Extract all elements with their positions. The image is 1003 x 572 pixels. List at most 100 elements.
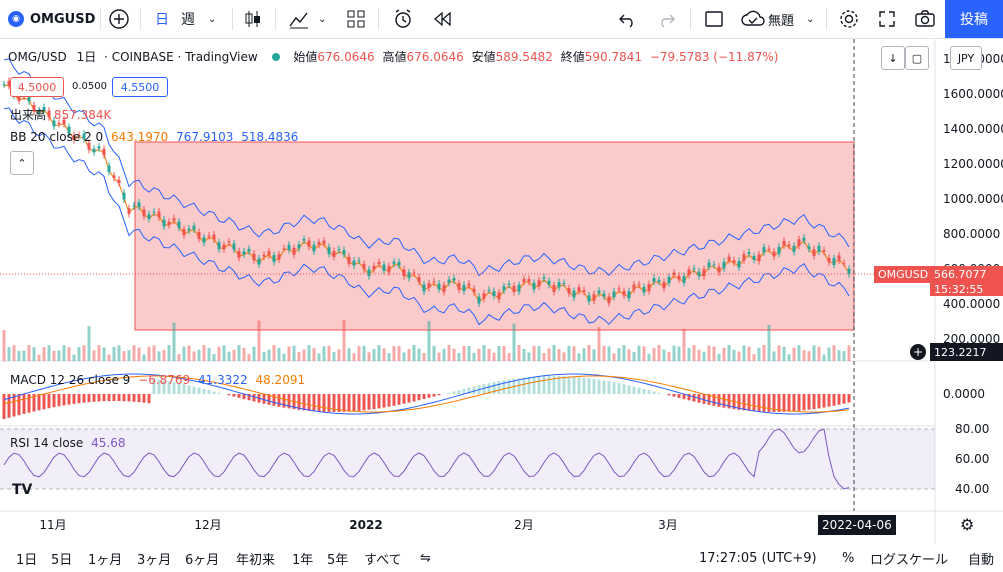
candle (587, 295, 591, 302)
maximize-pane-button[interactable]: ▢ (905, 46, 929, 70)
layout-button[interactable] (346, 0, 366, 38)
currency-select[interactable]: JPY (950, 46, 982, 70)
range-3m[interactable]: 3ヶ月 (137, 552, 172, 568)
interval-week-button[interactable]: 週 (181, 0, 195, 38)
candle (487, 289, 491, 291)
range-all[interactable]: すべて (364, 552, 402, 568)
volume-bar (142, 354, 146, 361)
undo-button[interactable] (618, 0, 638, 38)
volume-bar (162, 349, 166, 361)
candle (512, 286, 516, 292)
buy-button[interactable]: 4.5500 (112, 77, 168, 97)
percent-toggle[interactable]: % (842, 550, 855, 566)
volume-bar (637, 345, 641, 361)
range-6m[interactable]: 6ヶ月 (185, 552, 220, 568)
macd-signal-line (3, 375, 850, 413)
candle (102, 148, 106, 156)
volume-bar (57, 350, 61, 361)
candle (567, 288, 571, 294)
range-5d[interactable]: 5日 (51, 552, 73, 568)
fullscreen-button[interactable] (877, 0, 897, 38)
indicators-button[interactable]: ⌄ (288, 0, 326, 38)
candle (777, 246, 781, 254)
redo-button[interactable] (656, 0, 676, 38)
range-ytd[interactable]: 年初来 (236, 552, 276, 568)
plus-icon[interactable]: + (910, 344, 926, 360)
candle (202, 237, 206, 243)
candle (222, 244, 226, 250)
interval-dropdown[interactable]: ⌄ (208, 0, 216, 38)
macd-bar (142, 394, 146, 403)
candle (27, 95, 31, 102)
scroll-down-button[interactable]: ↓ (881, 46, 905, 70)
candle (532, 282, 536, 290)
snapshot-button[interactable] (914, 0, 936, 38)
macd-bar (407, 394, 411, 403)
compare-button[interactable] (108, 0, 130, 38)
candle (417, 277, 421, 282)
volume-bar (802, 350, 806, 361)
macd-bar (357, 394, 361, 411)
candle (782, 240, 786, 246)
volume-bar (272, 345, 276, 361)
candle (267, 251, 271, 256)
candle (562, 282, 566, 284)
timezone-clock[interactable]: 17:27:05 (UTC+9) (699, 550, 817, 566)
volume-bar (417, 348, 421, 361)
candle (407, 272, 411, 278)
volume-bar (467, 345, 471, 361)
volume-bar (397, 345, 401, 361)
volume-bar (152, 345, 156, 361)
interval-button[interactable]: 日 (155, 0, 169, 38)
replay-button[interactable] (432, 0, 452, 38)
range-1m[interactable]: 1ヶ月 (88, 552, 123, 568)
date-range-button[interactable]: ⇋ (420, 544, 431, 572)
candle (227, 241, 231, 243)
volume-bar (357, 346, 361, 361)
symbol-search[interactable]: ◉ OMGUSD (8, 0, 95, 38)
save-layout-button[interactable]: 無題 ⌄ (740, 0, 814, 38)
symbol-price-tag: OMGUSD (874, 266, 933, 283)
candle (107, 165, 111, 172)
gear-icon[interactable]: ⚙ (960, 515, 975, 534)
range-1y[interactable]: 1年 (292, 552, 314, 568)
volume-bar (712, 346, 716, 361)
tradingview-logo-icon[interactable]: TV (12, 482, 33, 498)
macd-bar (447, 392, 451, 394)
candle (817, 245, 821, 252)
macd-bar (62, 394, 66, 406)
candle (742, 254, 746, 261)
price-chart-canvas[interactable]: 1800.00001600.00001400.00001200.00001000… (0, 39, 1003, 572)
range-1d[interactable]: 1日 (16, 552, 38, 568)
volume-bar (522, 348, 526, 361)
log-scale-toggle[interactable]: ログスケール (870, 552, 949, 568)
volume-bar (17, 350, 21, 361)
settings-button[interactable] (838, 0, 860, 38)
chevron-down-icon: ⌄ (208, 13, 217, 25)
volume-bar (737, 351, 741, 361)
volume-bar (787, 354, 791, 361)
volume-bar (752, 354, 756, 361)
fullscreen-toggle-button[interactable] (704, 0, 724, 38)
volume-bar (542, 353, 546, 361)
collapse-legend-button[interactable]: ⌃ (10, 151, 34, 175)
auto-scale-toggle[interactable]: 自動 (968, 552, 995, 568)
chart-type-button[interactable] (243, 0, 263, 38)
volume-bar (282, 353, 286, 361)
candle (722, 261, 726, 269)
candles-icon (245, 11, 260, 27)
range-5y[interactable]: 5年 (327, 552, 349, 568)
volume-bar (587, 345, 591, 361)
volume-bar (592, 349, 596, 361)
volume-bar (277, 348, 281, 361)
macd-bar (277, 394, 281, 407)
macd-bar (522, 377, 526, 394)
sell-button[interactable]: 4.5000 (10, 77, 64, 97)
macd-bar (637, 387, 641, 394)
candle (242, 251, 246, 255)
chart-area[interactable]: 1800.00001600.00001400.00001200.00001000… (0, 39, 1003, 572)
volume-bar (352, 353, 356, 361)
alert-button[interactable] (392, 0, 414, 38)
post-button[interactable]: 投稿 (945, 0, 1003, 38)
volume-bar (382, 348, 386, 361)
